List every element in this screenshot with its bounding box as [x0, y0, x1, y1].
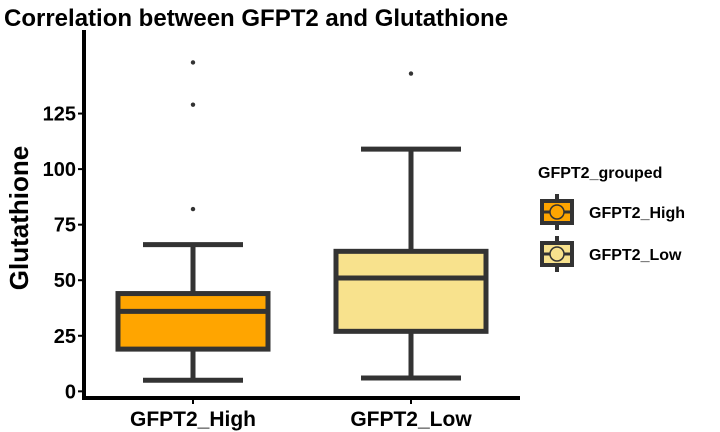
legend-label: GFPT2_Low — [589, 247, 682, 264]
legend-title: GFPT2_grouped — [538, 165, 662, 182]
outlier-point — [190, 60, 196, 65]
x-tick-label: GFPT2_High — [130, 408, 256, 431]
y-tick-label: 50 — [54, 270, 76, 292]
outlier-point — [408, 71, 414, 76]
box-gfpt2-low — [333, 71, 489, 381]
y-tick-label: 25 — [54, 326, 76, 348]
chart-title: Correlation between GFPT2 and Glutathion… — [4, 5, 508, 32]
legend-key-point — [549, 246, 565, 262]
y-axis-label: Glutathione — [4, 146, 34, 290]
x-tick-label: GFPT2_Low — [350, 408, 472, 431]
y-tick-label: 75 — [54, 215, 76, 237]
outlier-point — [190, 102, 196, 107]
box-iqr — [333, 248, 489, 334]
plot-area: 0 25 50 75 100 125 GFPT2_High GFPT2_Low — [43, 30, 520, 431]
legend: GFPT2_grouped GFPT2_High GFPT2_Low — [538, 165, 685, 272]
y-tick-label: 0 — [65, 381, 76, 403]
box-iqr — [115, 291, 271, 352]
outlier-point — [190, 206, 196, 212]
legend-label: GFPT2_High — [589, 205, 685, 222]
legend-key-point — [549, 204, 565, 220]
legend-item-gfpt2-high: GFPT2_High — [540, 194, 685, 230]
box-gfpt2-high — [115, 60, 271, 383]
y-tick-label: 100 — [43, 159, 76, 181]
y-tick-label: 125 — [43, 104, 76, 126]
legend-item-gfpt2-low: GFPT2_Low — [540, 236, 682, 272]
